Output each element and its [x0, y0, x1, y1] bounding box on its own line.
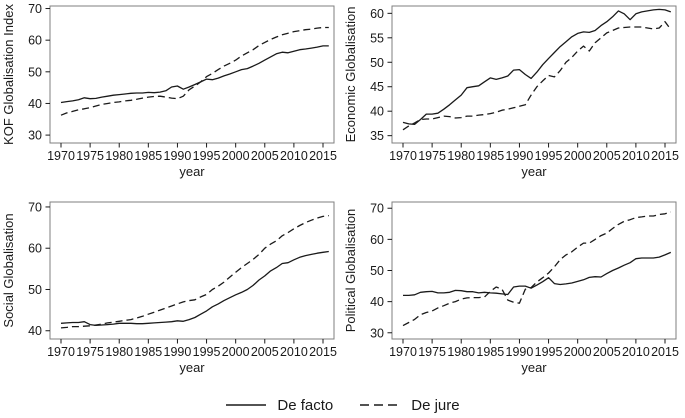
- x-tick-label: 1970: [47, 345, 75, 359]
- solid-line-sample: [226, 404, 267, 406]
- top-chart-row: 30 40 50 60 70 1970 1975 1980 1985 1990 1995 2000 20…: [0, 0, 685, 196]
- x-tick-label: 1990: [164, 149, 192, 163]
- x-tick-label: 1995: [193, 149, 221, 163]
- y-tick-label: 30: [370, 326, 384, 340]
- y-tick-label: 60: [28, 34, 42, 48]
- de-jure-line: [402, 21, 672, 131]
- panel-social-globalisation: 40 50 60 70 1970 1975 1980 1985 1990 1995 2000 2005…: [1, 200, 337, 375]
- x-tick-label: 1995: [193, 345, 221, 359]
- x-tick-label: 2005: [593, 149, 621, 163]
- legend-label-de-facto: De facto: [277, 396, 334, 414]
- legend-item-de-jure: De jure: [359, 396, 460, 414]
- x-axis-title: year: [521, 360, 547, 375]
- y-tick-label: 40: [28, 324, 42, 338]
- x-tick-label: 2005: [593, 345, 621, 359]
- y-tick-label: 55: [370, 31, 384, 45]
- plot-box: [49, 5, 335, 144]
- x-tick-label: 2015: [309, 345, 337, 359]
- plot-box: [391, 201, 677, 340]
- plot-box: [391, 5, 677, 144]
- y-axis-title: KOF Globalisation Index: [1, 4, 16, 145]
- y-tick-label: 60: [28, 242, 42, 256]
- y-tick-label: 40: [370, 105, 384, 119]
- dashed-line-sample: [360, 404, 401, 406]
- x-tick-label: 2010: [622, 345, 650, 359]
- panel-economic-globalisation: 35 40 45 50 55 60 1970 1975 1980 1985 1990 1995 2000…: [343, 5, 679, 179]
- x-tick-label: 1995: [535, 149, 563, 163]
- y-tick-label: 50: [28, 283, 42, 297]
- legend-label-de-jure: De jure: [411, 396, 460, 414]
- x-tick-label: 1975: [418, 149, 446, 163]
- x-tick-label: 1980: [105, 149, 133, 163]
- x-axis-title: year: [179, 164, 205, 179]
- de-facto-line: [403, 251, 672, 297]
- y-tick-label: 40: [370, 295, 384, 309]
- x-tick-label: 1970: [389, 149, 417, 163]
- y-tick-label: 60: [370, 7, 384, 21]
- y-tick-label: 70: [28, 2, 42, 16]
- x-tick-label: 2015: [651, 149, 679, 163]
- y-tick-label: 50: [370, 56, 384, 70]
- y-axis-title: Economic Globalisation: [343, 7, 358, 143]
- x-tick-label: 1970: [389, 345, 417, 359]
- x-tick-label: 2005: [251, 345, 279, 359]
- legend-item-de-facto: De facto: [225, 397, 333, 414]
- x-tick-label: 1975: [76, 345, 104, 359]
- y-tick-label: 70: [370, 202, 384, 216]
- x-tick-label: 2000: [222, 149, 250, 163]
- de-facto-line: [402, 8, 672, 126]
- x-tick-label: 1985: [134, 345, 162, 359]
- y-tick-label: 40: [28, 97, 42, 111]
- x-axis-title: year: [521, 164, 547, 179]
- y-tick-label: 50: [370, 264, 384, 278]
- x-tick-label: 2015: [309, 149, 337, 163]
- x-tick-label: 2005: [251, 149, 279, 163]
- y-tick-label: 45: [370, 80, 384, 94]
- x-tick-label: 1980: [447, 149, 475, 163]
- x-tick-label: 1975: [76, 149, 104, 163]
- x-tick-label: 1980: [447, 345, 475, 359]
- x-tick-label: 1985: [476, 149, 504, 163]
- x-tick-label: 1995: [535, 345, 563, 359]
- de-jure-line: [60, 214, 329, 329]
- y-tick-label: 60: [370, 233, 384, 247]
- y-tick-label: 50: [28, 65, 42, 79]
- x-tick-label: 1970: [47, 149, 75, 163]
- x-tick-label: 2010: [622, 149, 650, 163]
- x-tick-label: 2000: [222, 345, 250, 359]
- bottom-chart-row: 40 50 60 70 1970 1975 1980 1985 1990 1995 2000 2005…: [0, 196, 685, 392]
- x-tick-label: 1990: [506, 149, 534, 163]
- x-tick-label: 1985: [476, 345, 504, 359]
- y-axis-title: Social Globalisation: [1, 213, 16, 327]
- x-tick-label: 2010: [280, 345, 308, 359]
- legend: De facto De jure: [0, 392, 685, 418]
- x-tick-label: 2000: [564, 345, 592, 359]
- y-tick-label: 35: [370, 129, 384, 143]
- x-tick-label: 2000: [564, 149, 592, 163]
- x-axis-title: year: [179, 360, 205, 375]
- y-tick-label: 30: [28, 129, 42, 143]
- de-facto-line: [60, 250, 329, 327]
- x-tick-label: 1990: [164, 345, 192, 359]
- x-tick-label: 1980: [105, 345, 133, 359]
- de-jure-line: [402, 211, 671, 327]
- y-tick-label: 70: [28, 200, 42, 214]
- x-tick-label: 1975: [418, 345, 446, 359]
- plot-box: [49, 201, 335, 340]
- x-tick-label: 1990: [506, 345, 534, 359]
- x-tick-label: 1985: [134, 149, 162, 163]
- de-jure-line: [60, 26, 329, 116]
- de-facto-line: [60, 45, 329, 104]
- x-tick-label: 2010: [280, 149, 308, 163]
- x-tick-label: 2015: [651, 345, 679, 359]
- y-axis-title: Political Globalisation: [343, 209, 358, 333]
